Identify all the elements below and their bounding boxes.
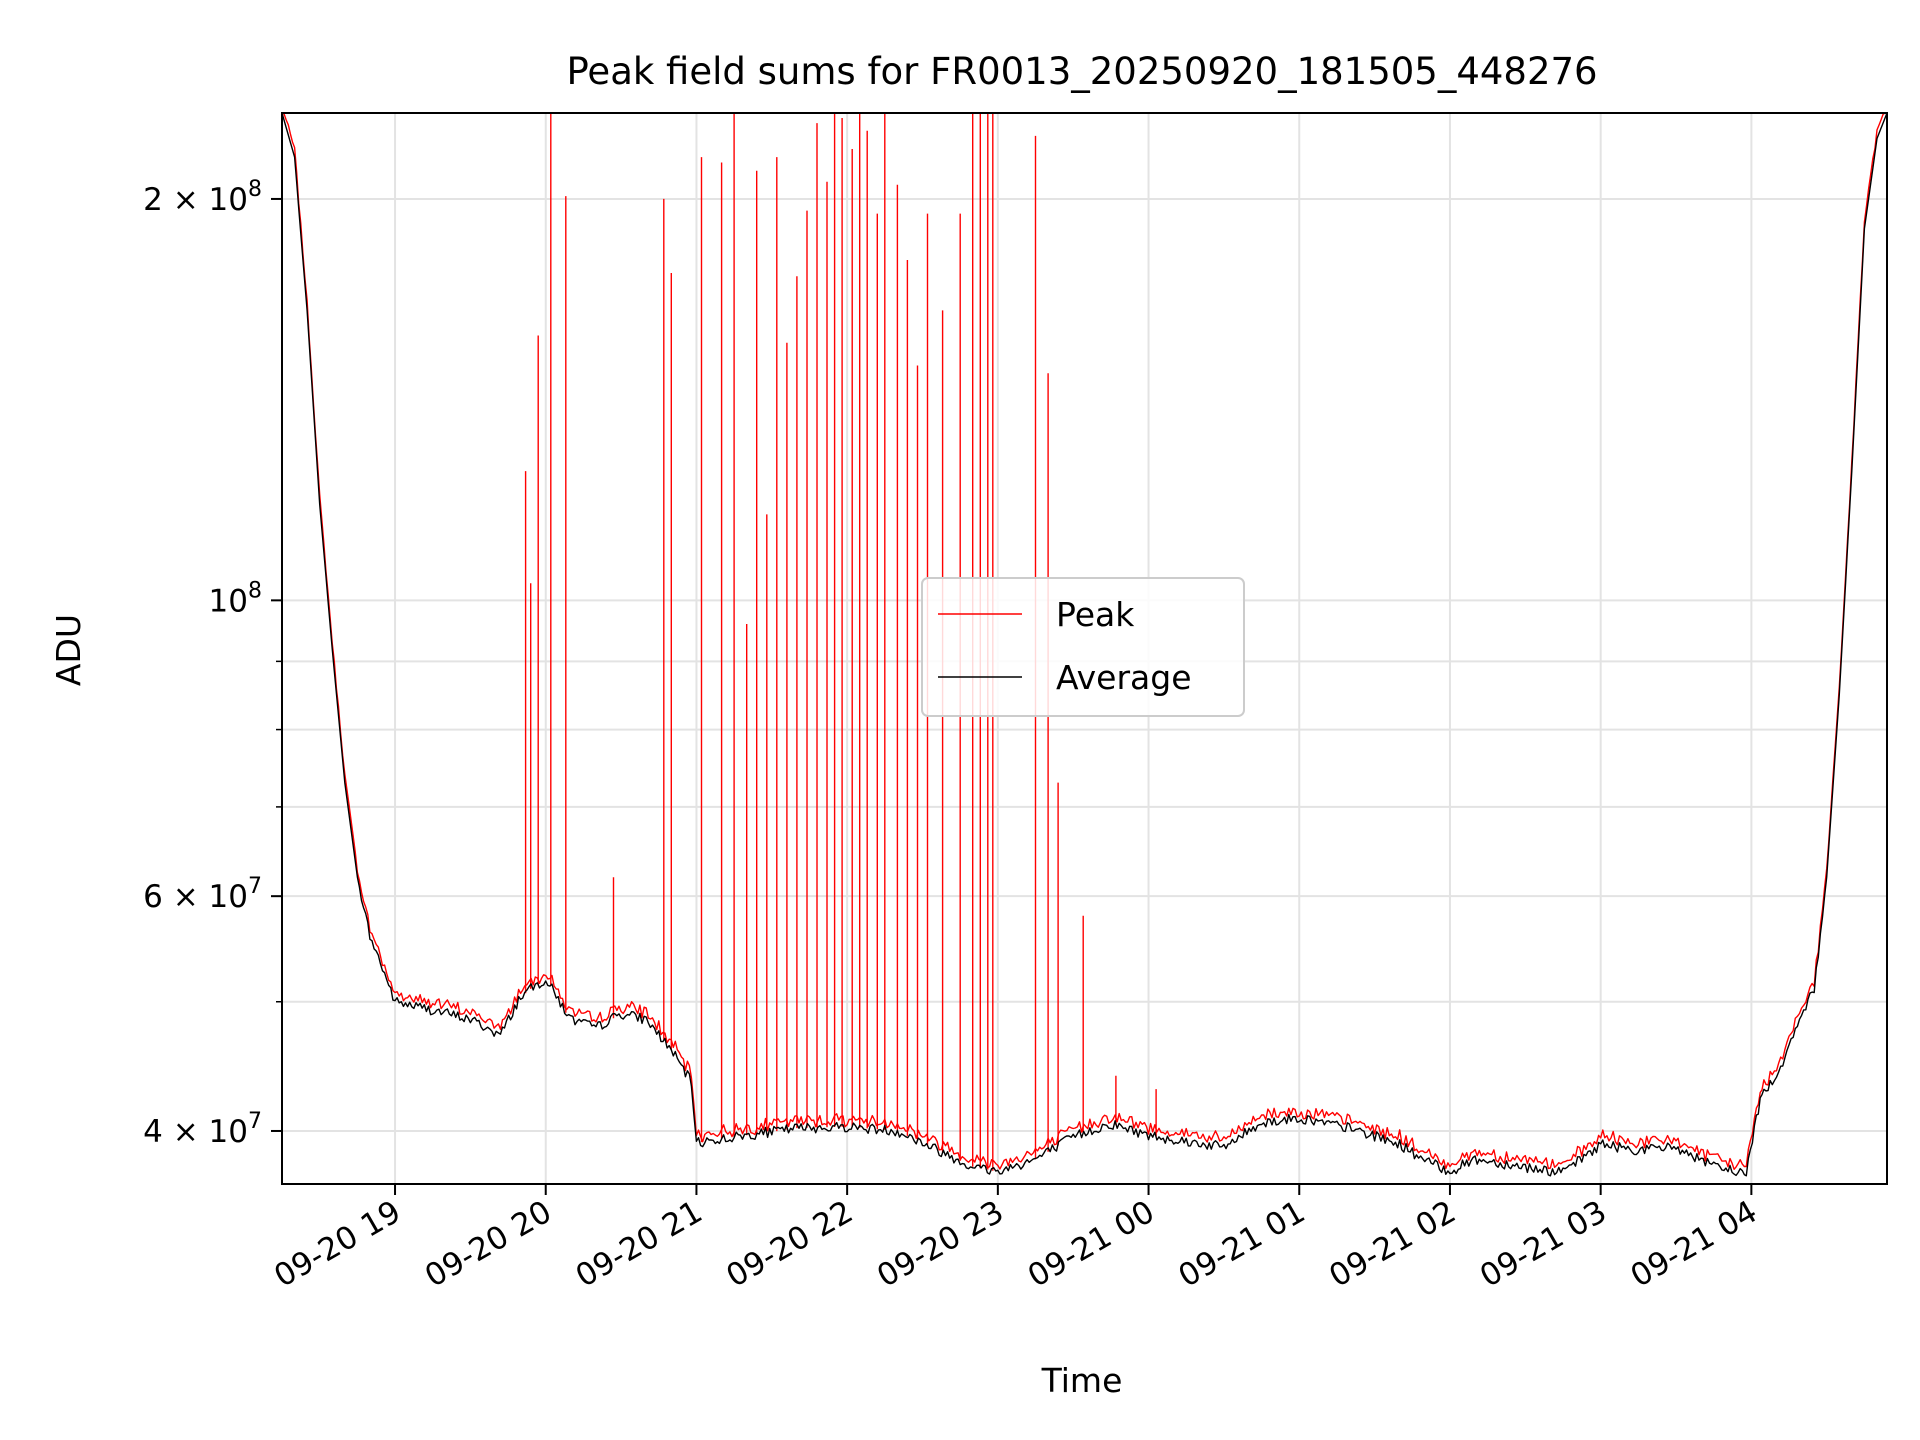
y-tick-label: 108 bbox=[209, 578, 262, 619]
legend-box bbox=[921, 577, 1245, 717]
grid bbox=[282, 113, 1887, 1184]
x-axis-label: Time bbox=[1041, 1361, 1123, 1400]
legend-label-peak: Peak bbox=[1056, 595, 1135, 634]
y-tick-label: 6 × 107 bbox=[143, 874, 262, 915]
y-tick-label: 2 × 108 bbox=[143, 177, 262, 218]
legend: Peak Average bbox=[921, 577, 1245, 717]
y-axis-ticks: 4 × 107 6 × 107 108 2 × 108 bbox=[143, 177, 282, 1150]
plot-frame bbox=[281, 112, 1888, 1185]
series-line-average bbox=[281, 112, 1888, 1177]
legend-label-average: Average bbox=[1056, 658, 1192, 697]
y-axis-label: ADU bbox=[49, 614, 88, 686]
series-line-peak bbox=[281, 112, 1887, 1170]
y-tick-label: 4 × 107 bbox=[143, 1109, 262, 1150]
chart-title: Peak field sums for FR0013_20250920_1815… bbox=[566, 50, 1597, 93]
